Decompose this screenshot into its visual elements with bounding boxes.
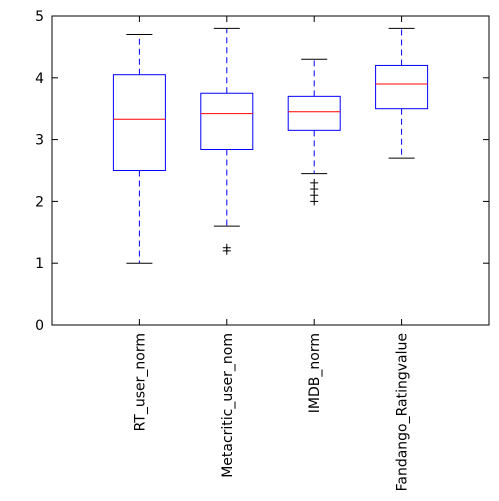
y-tick-label: 0 (35, 318, 44, 334)
box-group-Metacritic_user_nom (200, 27, 254, 255)
outlier-point (310, 178, 319, 187)
x-category-label: Metacritic_user_nom (220, 333, 236, 478)
y-tick-label: 2 (35, 194, 44, 210)
x-category-label: Fandango_Ratingvalue (395, 333, 411, 491)
iqr-box (375, 64, 429, 110)
y-tick-label: 3 (35, 133, 44, 149)
x-category-label: IMDB_norm (307, 333, 323, 413)
box-group-Fandango_Ratingvalue (375, 27, 429, 159)
x-category-label: RT_user_norm (132, 333, 148, 431)
plot-frame (51, 15, 490, 326)
outlier-point (222, 243, 231, 252)
iqr-box (200, 92, 254, 150)
iqr-box (287, 95, 341, 131)
iqr-box (112, 74, 166, 171)
y-tick-label: 4 (35, 71, 44, 87)
axes: 0 1 2 3 4 5 RT_user_norm Metacritic_user_nom IMD… (35, 9, 490, 491)
box-group-RT_user_norm (112, 34, 166, 264)
plot-area (112, 27, 429, 264)
y-tick-label: 5 (35, 9, 44, 25)
box-group-IMDB_norm (287, 58, 341, 206)
y-tick-label: 1 (35, 256, 44, 272)
